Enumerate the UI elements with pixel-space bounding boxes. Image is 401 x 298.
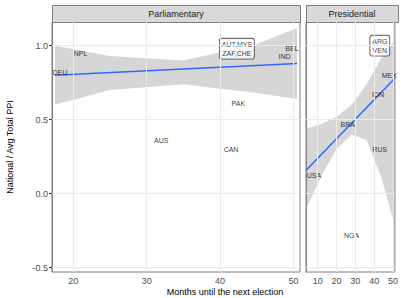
svg-text:AUS: AUS <box>154 137 169 144</box>
svg-text:Parliamentary: Parliamentary <box>148 9 204 19</box>
svg-text:BRA: BRA <box>341 121 356 128</box>
svg-text:VEN: VEN <box>372 46 387 54</box>
svg-text:1.0: 1.0 <box>35 41 48 51</box>
svg-text:30: 30 <box>142 276 152 286</box>
svg-text:NGA: NGA <box>344 232 360 239</box>
svg-text:40: 40 <box>215 276 225 286</box>
svg-text:USA: USA <box>307 172 322 179</box>
svg-text:PAK: PAK <box>232 100 246 107</box>
svg-text:0.0: 0.0 <box>35 189 48 199</box>
svg-text:-0.5: -0.5 <box>32 263 48 273</box>
svg-text:20: 20 <box>331 276 341 286</box>
svg-text:MEX: MEX <box>382 72 398 79</box>
svg-text:BEL: BEL <box>285 45 298 52</box>
svg-text:20: 20 <box>68 276 78 286</box>
svg-text:0.5: 0.5 <box>35 115 48 125</box>
svg-text:National / Avg Total PPI: National / Avg Total PPI <box>5 100 15 194</box>
svg-text:Months until the next election: Months until the next election <box>167 287 284 297</box>
svg-text:50: 50 <box>388 276 398 286</box>
svg-text:10: 10 <box>313 276 323 286</box>
svg-text:NPL: NPL <box>74 50 88 57</box>
svg-text:Presidential: Presidential <box>328 9 375 19</box>
svg-text:ARG: ARG <box>372 37 388 45</box>
svg-text:IDN: IDN <box>372 91 384 98</box>
svg-text:40: 40 <box>369 276 379 286</box>
svg-text:DEU: DEU <box>53 69 68 76</box>
svg-text:AUT,MYS: AUT,MYS <box>222 41 253 48</box>
svg-text:ZAF,CHE: ZAF,CHE <box>222 50 252 57</box>
svg-text:IND: IND <box>279 53 291 60</box>
svg-text:RUS: RUS <box>372 145 388 153</box>
svg-text:30: 30 <box>350 276 360 286</box>
svg-text:50: 50 <box>288 276 298 286</box>
svg-text:CAN: CAN <box>224 146 239 153</box>
